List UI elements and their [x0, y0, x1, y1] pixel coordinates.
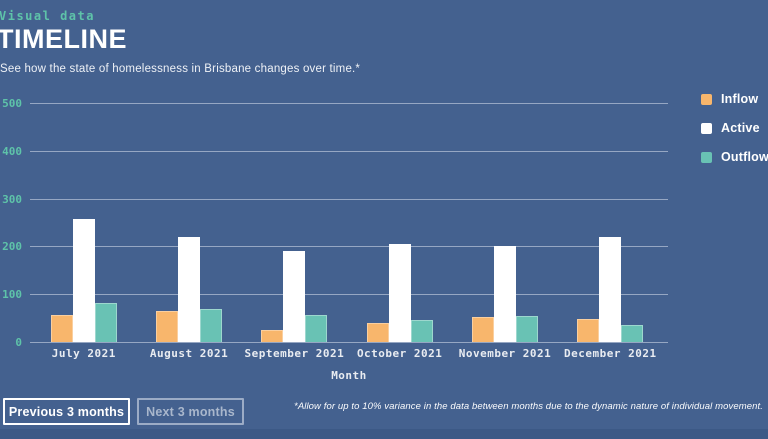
- bar-inflow-november-2021: [472, 316, 494, 342]
- bar-active-october-2021: [388, 244, 411, 342]
- gridline-300: [30, 198, 668, 200]
- y-tick-label: 300: [2, 192, 22, 206]
- bar-outflow-october-2021: [410, 319, 433, 342]
- next-3-months-button[interactable]: Next 3 months: [137, 398, 244, 425]
- bar-inflow-october-2021: [366, 322, 389, 342]
- legend-label: Active: [721, 121, 760, 135]
- bar-active-august-2021: [178, 236, 201, 342]
- bar-outflow-july-2021: [94, 302, 117, 342]
- y-tick-label: 200: [2, 240, 22, 254]
- previous-3-months-button[interactable]: Previous 3 months: [3, 398, 130, 425]
- legend-item-active: Active: [701, 121, 768, 135]
- x-tick-label: November 2021: [458, 347, 552, 360]
- gridline-100: [30, 294, 668, 296]
- y-tick-label: 0: [15, 336, 22, 349]
- x-axis-title: Month: [331, 369, 367, 382]
- gridline-400: [30, 150, 668, 152]
- y-tick-label: 100: [2, 288, 22, 302]
- footer-strip: [0, 429, 768, 439]
- bar-inflow-december-2021: [577, 318, 600, 342]
- y-tick-label: 500: [2, 97, 22, 110]
- x-tick-label: September 2021: [244, 347, 345, 360]
- bar-active-july-2021: [72, 218, 95, 342]
- page-subtitle: See how the state of homelessness in Bri…: [0, 63, 361, 75]
- active-swatch-icon: [701, 122, 712, 134]
- chart-footnote: *Allow for up to 10% variance in the dat…: [294, 401, 763, 412]
- bar-inflow-august-2021: [156, 311, 179, 342]
- bar-active-december-2021: [599, 236, 622, 342]
- bar-outflow-december-2021: [621, 325, 644, 342]
- chart-legend: Inflow Active Outflow: [701, 92, 768, 179]
- bar-active-september-2021: [283, 251, 306, 342]
- bar-active-november-2021: [494, 246, 516, 342]
- x-tick-label: December 2021: [564, 347, 657, 360]
- gridline-0: [30, 342, 668, 343]
- x-tick-label: October 2021: [356, 347, 443, 360]
- section-eyebrow: Visual data: [0, 9, 95, 23]
- bar-outflow-august-2021: [200, 309, 223, 342]
- bar-outflow-september-2021: [305, 315, 328, 342]
- legend-item-outflow: Outflow: [701, 150, 768, 164]
- bar-inflow-july-2021: [50, 314, 73, 342]
- legend-label: Outflow: [721, 150, 768, 164]
- bar-inflow-september-2021: [261, 329, 284, 342]
- x-tick-label: August 2021: [149, 347, 229, 360]
- gridline-500: [30, 103, 668, 104]
- gridline-200: [30, 246, 668, 248]
- y-tick-label: 400: [2, 144, 22, 158]
- inflow-swatch-icon: [701, 93, 712, 105]
- legend-label: Inflow: [721, 92, 759, 106]
- bar-outflow-november-2021: [516, 316, 538, 342]
- x-tick-label: July 2021: [51, 347, 116, 360]
- legend-item-inflow: Inflow: [701, 92, 768, 106]
- page-title: TIMELINE: [0, 24, 127, 54]
- outflow-swatch-icon: [701, 151, 712, 163]
